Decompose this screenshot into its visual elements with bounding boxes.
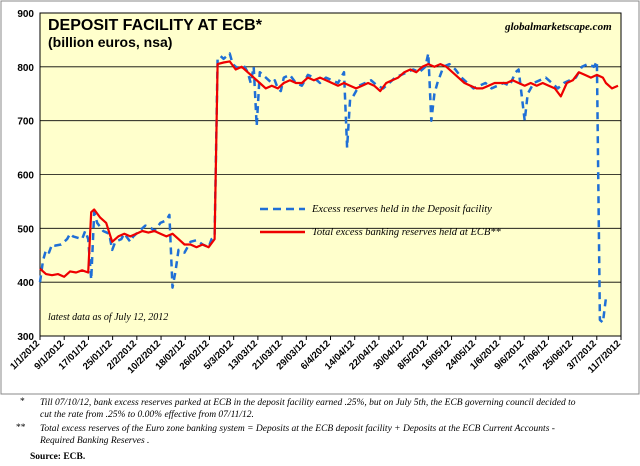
series-layer [38,52,619,324]
watermark-text: globalmarketscape.com [504,21,612,33]
legend-label-excess: Excess reserves held in the Deposit faci… [311,204,492,215]
legend: Excess reserves held in the Deposit faci… [260,204,502,238]
legend-label-total: Total excess banking reserves held at EC… [312,227,502,238]
y-axis-ticks: 300 400 500 600 700 800 900 [17,9,34,343]
footnote-2-line-1: Total excess reserves of the Euro zone b… [40,424,555,434]
footnote-1-mark: * [20,397,25,407]
source-label: Source: ECB. [30,452,86,462]
y-tick-label: 500 [17,224,34,235]
y-tick-label: 600 [17,171,34,182]
y-tick-label: 400 [17,278,34,289]
chart-title: DEPOSIT FACILITY AT ECB* [48,17,263,34]
y-tick-label: 800 [17,63,34,74]
chart-subtitle: (billion euros, nsa) [48,34,172,50]
y-tick-label: 900 [17,9,34,20]
y-tick-label: 300 [17,332,34,343]
latest-data-annotation: latest data as of July 12, 2012 [48,312,168,323]
series-line-total-reserves [39,60,619,278]
gridlines [40,12,621,337]
y-tick-label: 700 [17,117,34,128]
footnote-2-line-2: Required Banking Reserves . [40,436,150,446]
footnotes: * Till 07/10/12, bank excess reserves pa… [0,393,640,466]
footnote-1-line-2: cut the rate from .25% to 0.00% effectiv… [40,410,254,420]
footnote-2-mark: ** [16,423,26,433]
footnote-1-line-1: Till 07/10/12, bank excess reserves park… [40,398,576,408]
